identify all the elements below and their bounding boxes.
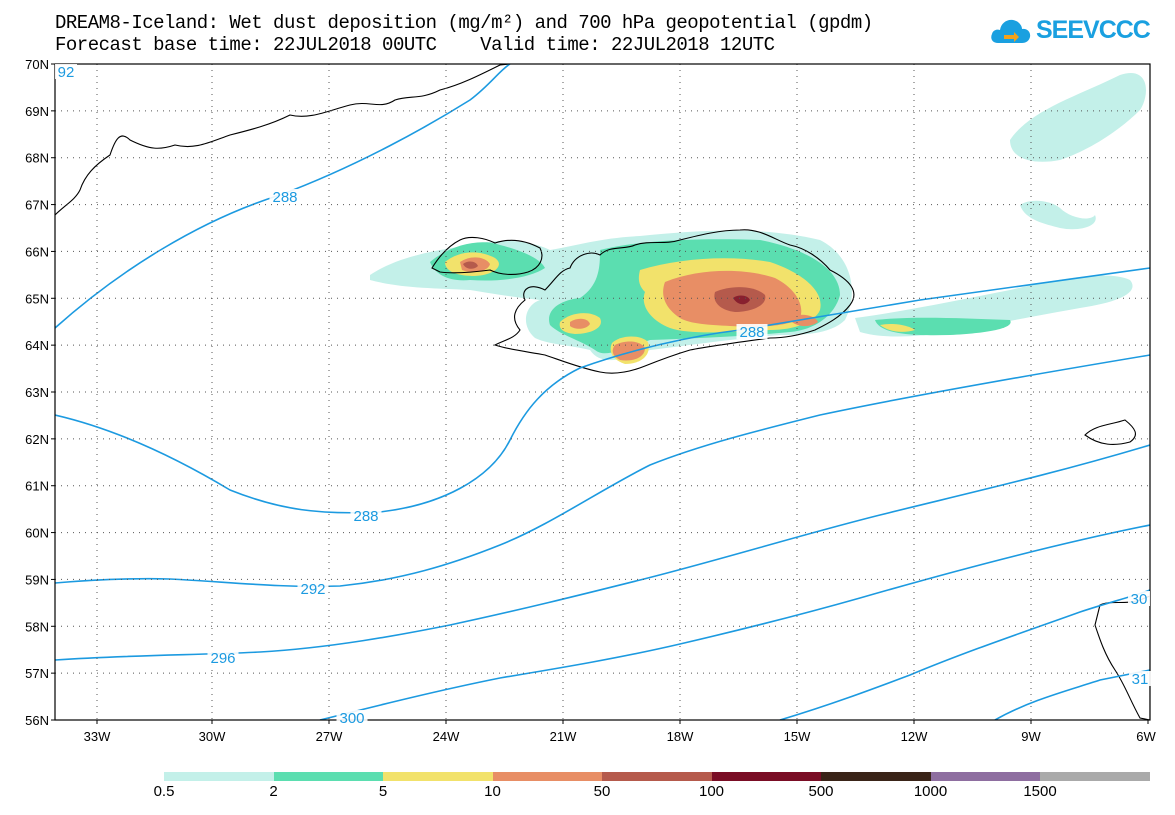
legend-color-box (492, 772, 602, 781)
lat-label: 56N (25, 713, 49, 728)
dust-deposition-field (370, 73, 1146, 364)
dust-area-level-50c (733, 295, 750, 305)
lon-label: 18W (667, 729, 694, 744)
legend-label: 50 (593, 783, 611, 800)
contour-296 (55, 444, 1150, 661)
legend-color-box (821, 772, 931, 781)
lon-label: 12W (901, 729, 928, 744)
forecast-time-subtitle: Forecast base time: 22JUL2018 00UTC Vali… (55, 34, 775, 56)
contour-label: 288 (272, 189, 297, 206)
lon-label: 24W (433, 729, 460, 744)
legend-color-box (273, 772, 383, 781)
geopotential-contours (55, 64, 1150, 720)
legend-label: 10 (484, 783, 501, 800)
lon-label: 30W (199, 729, 226, 744)
contour-label: 31 (1132, 671, 1149, 688)
lat-label: 62N (25, 432, 49, 447)
coastline (55, 64, 1150, 720)
dust-area-northeast (1010, 73, 1146, 162)
contour-label-bg (207, 650, 239, 665)
contour-label: 92 (58, 64, 75, 81)
legend-label: 2 (269, 783, 278, 800)
legend-color-box (711, 772, 821, 781)
contour-label-bg (1129, 671, 1151, 686)
contour-label-bg (336, 710, 368, 725)
lat-label: 57N (25, 666, 49, 681)
lat-label: 58N (25, 619, 49, 634)
contour-label: 296 (210, 650, 235, 667)
lat-label: 60N (25, 526, 49, 541)
legend-label: 0.5 (153, 783, 175, 800)
contour-300 (319, 524, 1150, 720)
logo-text: SEEVCCC (1036, 16, 1151, 44)
lat-label: 67N (25, 198, 49, 213)
greenland-coast (55, 64, 511, 216)
contour-labels: 288 288 288 292 296 300 92 30 31 (55, 64, 1151, 727)
dust-area-small-ne (1020, 200, 1096, 230)
contour-304 (779, 589, 1150, 720)
chart-title: DREAM8-Iceland: Wet dust deposition (mg/… (55, 12, 873, 34)
westfjords-coast (431, 236, 543, 275)
dust-area-level-50b (463, 261, 478, 269)
contour-292 (55, 354, 1150, 588)
dust-area-level-10d (570, 318, 590, 329)
contour-label: 292 (300, 581, 325, 598)
legend-label: 500 (808, 783, 834, 800)
lat-label: 61N (25, 479, 49, 494)
seevccc-logo: SEEVCCC (990, 16, 1151, 45)
contour-label-bg (1128, 591, 1150, 606)
legend-color-box (930, 772, 1040, 781)
lat-label: 59N (25, 572, 49, 587)
faroe-coast (1084, 419, 1136, 445)
legend-color-box (602, 772, 712, 781)
scotland-coast (1094, 595, 1150, 720)
contour-label-bg (55, 64, 77, 79)
dust-area-level-10c (612, 341, 645, 361)
cloud-icon (991, 19, 1031, 43)
lat-label: 70N (25, 57, 49, 72)
lat-label: 65N (25, 291, 49, 306)
lat-label: 69N (25, 104, 49, 119)
contour-label-bg (736, 324, 768, 339)
contour-label: 288 (739, 324, 764, 341)
lon-label: 33W (84, 729, 111, 744)
contour-label: 30 (1131, 591, 1148, 608)
legend-label: 1000 (913, 783, 948, 800)
dust-area-level-5e (880, 323, 915, 332)
lat-label: 68N (25, 151, 49, 166)
legend-label: 1500 (1023, 783, 1057, 800)
lon-label: 21W (550, 729, 577, 744)
latitude-labels: 70N 69N 68N 67N 66N 65N 64N 63N 62N 61N 60N 59N 58N 5… (25, 57, 55, 728)
lon-label: 27W (316, 729, 343, 744)
lat-label: 64N (25, 338, 49, 353)
contour-label: 288 (353, 508, 378, 525)
legend-color-box (1040, 772, 1150, 781)
legend-color-box (164, 772, 274, 781)
lat-label: 66N (25, 244, 49, 259)
legend-label: 5 (378, 783, 388, 800)
contour-288-north (55, 64, 511, 329)
lat-lon-grid (55, 64, 1150, 720)
longitude-labels: 33W 30W 27W 24W 21W 18W 15W 12W 9W 6W (84, 720, 1156, 744)
contour-label: 300 (339, 710, 364, 727)
contour-label-bg (350, 508, 382, 523)
lon-label: 9W (1021, 729, 1041, 744)
lat-label: 63N (25, 385, 49, 400)
contour-308 (994, 669, 1150, 720)
lon-label: 15W (784, 729, 811, 744)
legend-label: 100 (698, 783, 725, 800)
contour-label-bg (269, 189, 301, 204)
iceland-coast (493, 229, 855, 374)
legend-color-box (383, 772, 493, 781)
contour-288-main (55, 267, 1150, 514)
lon-label: 6W (1136, 729, 1156, 744)
contour-label-bg (297, 581, 329, 596)
